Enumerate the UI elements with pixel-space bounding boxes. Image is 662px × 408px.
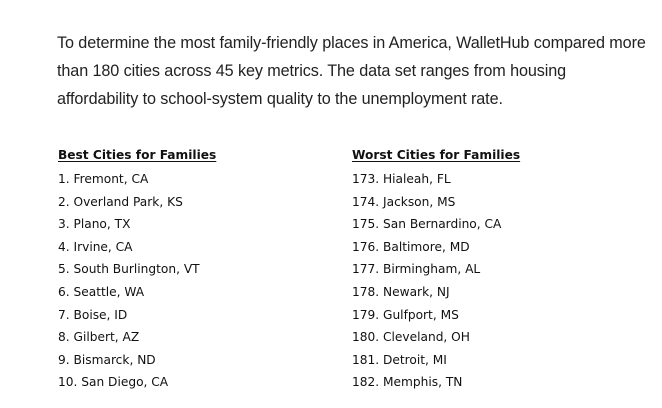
list-item: 175. San Bernardino, CA bbox=[352, 217, 502, 232]
intro-paragraph: To determine the most family-friendly pl… bbox=[57, 34, 646, 108]
best-cities-column: Best Cities for Families 1. Fremont, CA … bbox=[58, 146, 328, 394]
list-item: 6. Seattle, WA bbox=[58, 284, 145, 299]
list-item: 10. San Diego, CA bbox=[58, 375, 169, 390]
list-item: 180. Cleveland, OH bbox=[352, 330, 470, 345]
list-item: 178. Newark, NJ bbox=[352, 284, 450, 299]
list-item: 173. Hialeah, FL bbox=[352, 172, 451, 186]
worst-cities-list: 173. Hialeah, FL 174. Jackson, MS 175. S… bbox=[352, 168, 642, 394]
list-item: 1. Fremont, CA bbox=[58, 172, 149, 186]
list-item: 8. Gilbert, AZ bbox=[58, 330, 140, 345]
worst-cities-heading: Worst Cities for Families bbox=[352, 148, 521, 162]
list-item: 179. Gulfport, MS bbox=[352, 307, 459, 322]
list-item: 182. Memphis, TN bbox=[352, 375, 463, 390]
list-item: 2. Overland Park, KS bbox=[58, 194, 183, 209]
best-cities-heading: Best Cities for Families bbox=[58, 148, 217, 162]
list-item: 181. Detroit, MI bbox=[352, 352, 447, 367]
list-item: 4. Irvine, CA bbox=[58, 239, 133, 254]
list-item: 177. Birmingham, AL bbox=[352, 262, 481, 277]
list-item: 176. Baltimore, MD bbox=[352, 239, 470, 254]
list-item: 9. Bismarck, ND bbox=[58, 352, 156, 367]
list-item: 5. South Burlington, VT bbox=[58, 262, 200, 277]
worst-cities-column: Worst Cities for Families 173. Hialeah, … bbox=[352, 146, 642, 394]
best-cities-list: 1. Fremont, CA 2. Overland Park, KS 3. P… bbox=[58, 168, 328, 394]
list-item: 7. Boise, ID bbox=[58, 307, 128, 322]
list-item: 174. Jackson, MS bbox=[352, 194, 456, 209]
list-item: 3. Plano, TX bbox=[58, 217, 131, 232]
